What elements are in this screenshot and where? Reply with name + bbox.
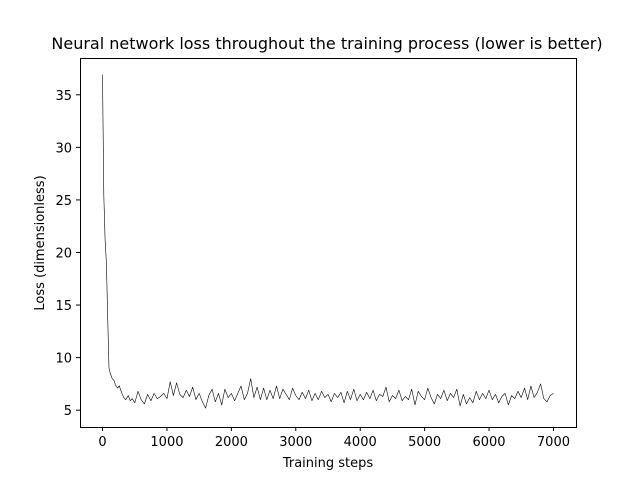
x-axis-ticks: 0 1000 2000 3000 4000 5000 6000 7000 [98,427,570,450]
y-tick-label: 20 [55,246,72,261]
x-tick-label: 7000 [537,435,570,450]
y-tick-label: 30 [55,141,72,156]
x-tick-label: 4000 [344,435,377,450]
loss-series-line [102,74,554,409]
x-tick-label: 6000 [472,435,505,450]
x-tick-label: 5000 [408,435,441,450]
x-tick-label: 2000 [215,435,248,450]
y-axis-label: Loss (dimensionless) [33,175,48,310]
y-tick-label: 35 [55,89,72,104]
y-tick-label: 5 [64,404,72,419]
plot-frame [80,58,577,428]
x-tick-label: 3000 [279,435,312,450]
y-tick-label: 25 [55,194,72,209]
x-axis-label: Training steps [282,456,374,471]
y-tick-label: 15 [55,299,72,314]
y-tick-label: 10 [55,352,72,367]
y-axis-ticks: 5 10 15 20 25 30 35 [55,89,80,419]
x-tick-label: 0 [98,435,106,450]
chart-title: Neural network loss throughout the train… [51,34,602,53]
x-tick-label: 1000 [150,435,183,450]
